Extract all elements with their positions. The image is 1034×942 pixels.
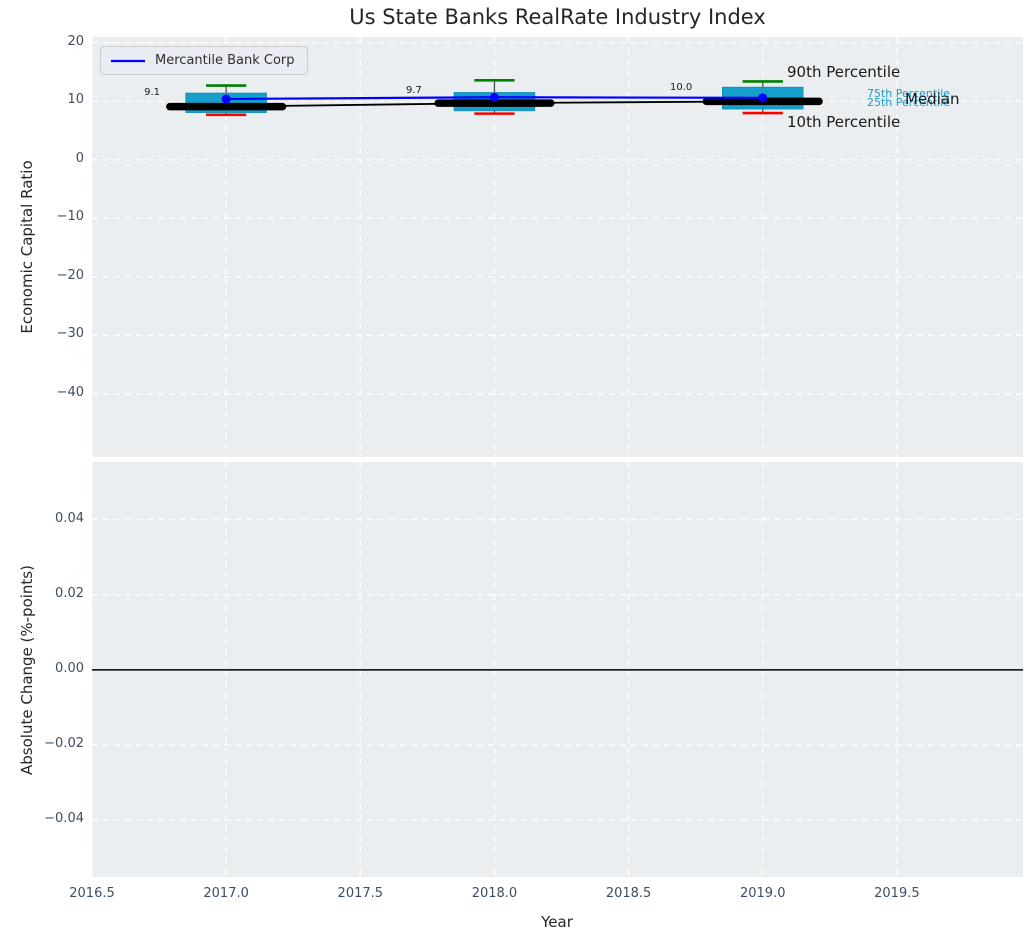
median-annotation: Median bbox=[905, 90, 960, 108]
x-tick-label: 2017.5 bbox=[337, 886, 384, 901]
legend-label: Mercantile Bank Corp bbox=[155, 53, 295, 68]
top-y-tick-label: 20 bbox=[67, 33, 84, 49]
p25-annotation: 25th Percentile bbox=[867, 96, 951, 109]
company-marker bbox=[221, 94, 231, 104]
bottom-y-tick-label: −0.04 bbox=[44, 811, 84, 827]
bottom-y-tick-label: 0.02 bbox=[55, 585, 84, 601]
x-tick-label: 2018.0 bbox=[471, 886, 518, 901]
top-y-tick-label: −40 bbox=[56, 384, 84, 400]
x-tick-label: 2016.5 bbox=[69, 886, 115, 901]
p75-annotation: 75th Percentile bbox=[867, 87, 951, 100]
chart-title: Us State Banks RealRate Industry Index bbox=[349, 5, 766, 29]
x-tick-label: 2019.0 bbox=[739, 886, 786, 901]
x-axis-label: Year bbox=[541, 913, 573, 931]
x-tick-label: 2018.5 bbox=[605, 886, 652, 901]
top-y-axis-label: Economic Capital Ratio bbox=[18, 160, 36, 334]
bottom-y-tick-label: 0.00 bbox=[55, 660, 84, 676]
legend: Mercantile Bank Corp bbox=[100, 46, 308, 75]
top-y-tick-label: −20 bbox=[56, 267, 84, 283]
company-marker bbox=[489, 92, 499, 102]
company-marker bbox=[758, 93, 768, 103]
top-y-tick-label: −30 bbox=[56, 326, 84, 342]
median-value-label-2019: 10.0 bbox=[670, 82, 693, 93]
median-value-label-2018: 9.7 bbox=[406, 85, 422, 96]
p10-annotation: 10th Percentile bbox=[787, 113, 901, 131]
bottom-y-tick-label: 0.04 bbox=[55, 510, 84, 526]
bottom-y-tick-label: −0.02 bbox=[44, 736, 84, 752]
x-tick-label: 2019.5 bbox=[874, 886, 920, 901]
top-y-tick-label: 10 bbox=[67, 92, 84, 108]
p90-annotation: 90th Percentile bbox=[787, 63, 901, 81]
top-y-tick-label: 0 bbox=[75, 150, 84, 166]
median-value-label-2017: 9.1 bbox=[144, 87, 160, 98]
x-tick-label: 2017.0 bbox=[203, 886, 249, 901]
legend-line-icon bbox=[111, 59, 145, 62]
top-y-tick-label: −10 bbox=[56, 209, 84, 225]
